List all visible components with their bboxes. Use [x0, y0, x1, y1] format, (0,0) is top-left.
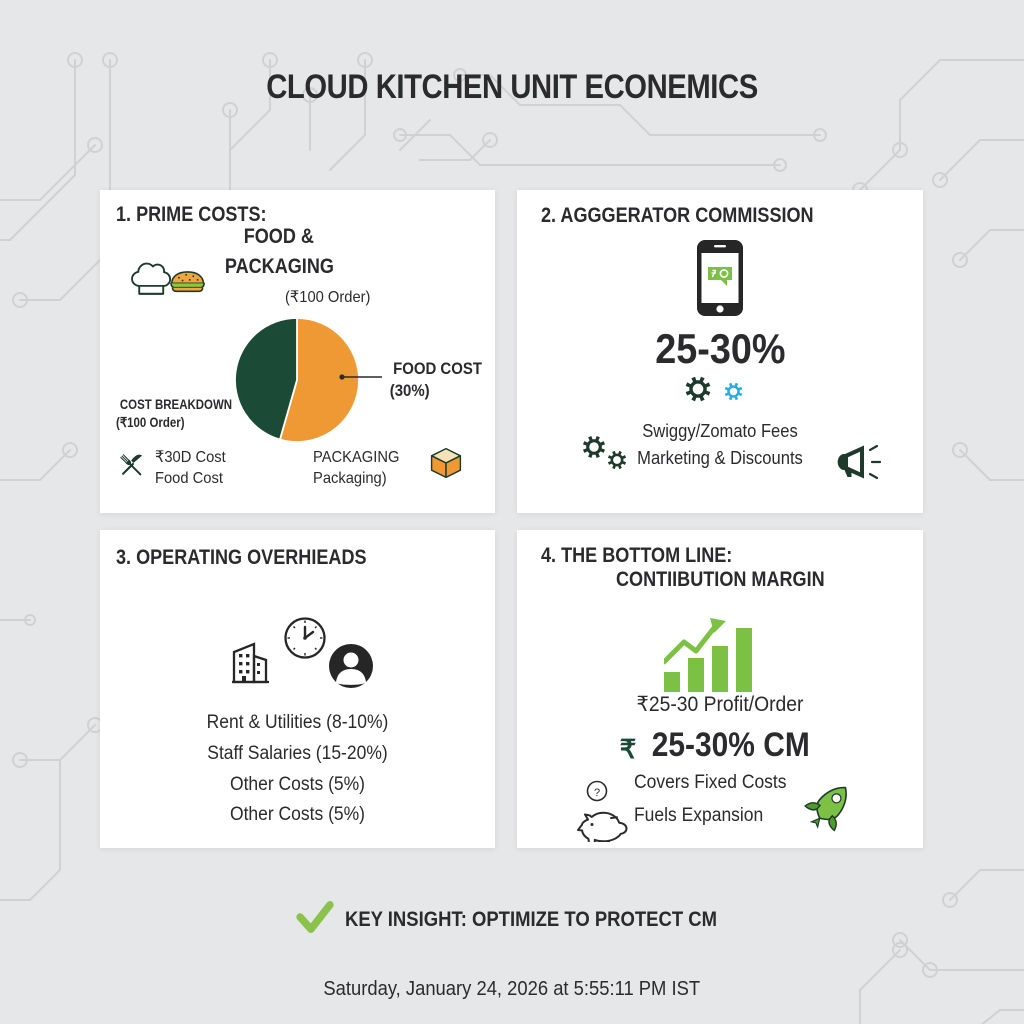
svg-text:?: ?: [594, 787, 600, 799]
